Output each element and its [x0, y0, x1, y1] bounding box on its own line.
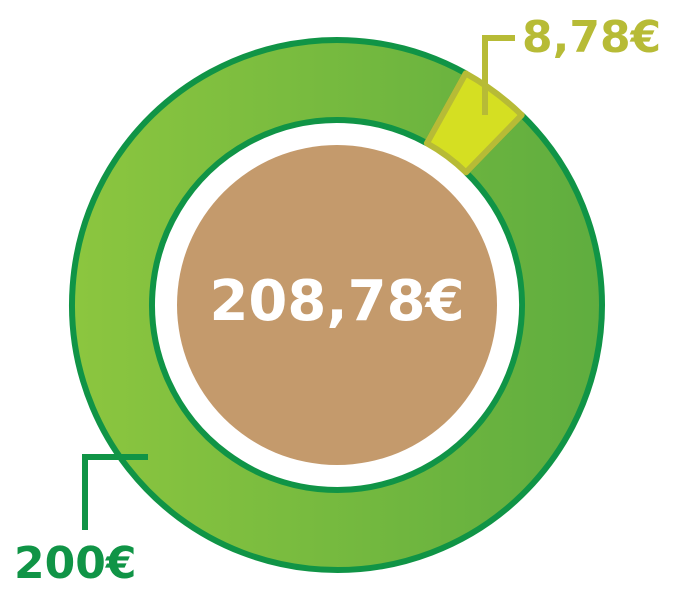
value-label: 200€	[14, 538, 136, 589]
leader-line	[482, 35, 515, 115]
total-label: 208,78€	[209, 269, 464, 334]
leader-line	[82, 454, 148, 530]
center-disk	[177, 145, 497, 465]
value-label: 8,78€	[522, 12, 661, 63]
donut	[69, 37, 605, 573]
